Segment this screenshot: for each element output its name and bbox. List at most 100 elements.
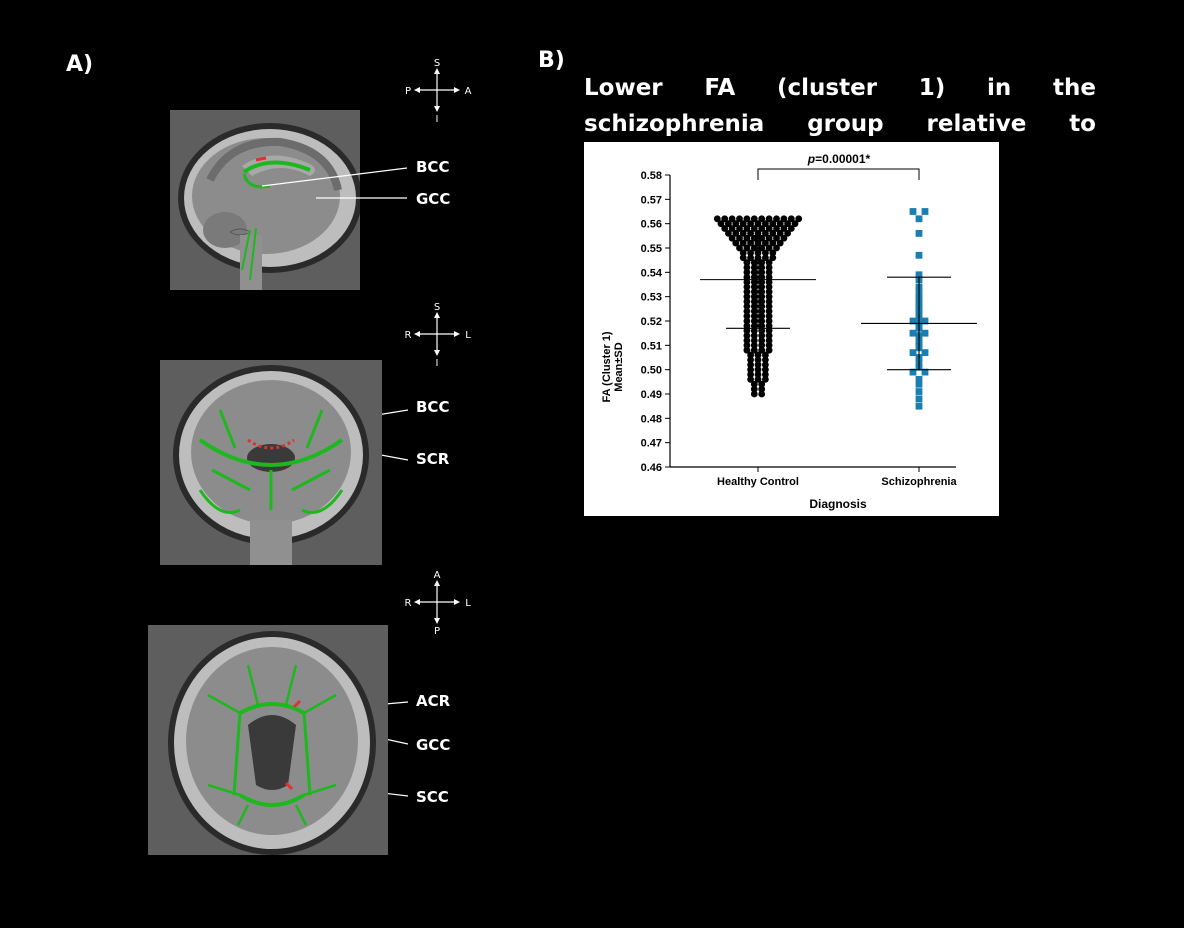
data-point-healthy-control	[758, 259, 766, 266]
data-point-healthy-control	[762, 220, 769, 228]
data-point-healthy-control	[773, 244, 780, 252]
data-point-healthy-control	[754, 220, 762, 228]
data-point-healthy-control	[750, 268, 758, 276]
data-point-healthy-control	[754, 366, 762, 374]
data-point-healthy-control	[739, 230, 747, 237]
data-point-healthy-control	[750, 332, 758, 339]
data-point-healthy-control	[728, 215, 736, 223]
data-point-healthy-control	[743, 225, 751, 232]
data-point-healthy-control	[725, 220, 732, 228]
data-point-healthy-control	[750, 298, 758, 305]
data-point-schizophrenia	[915, 251, 923, 259]
data-point-healthy-control	[743, 288, 751, 296]
data-point-schizophrenia	[921, 329, 929, 337]
data-point-healthy-control	[754, 371, 762, 378]
compass-bottom-label: I	[436, 114, 439, 125]
data-point-healthy-control	[758, 288, 766, 296]
data-point-healthy-control	[750, 327, 758, 335]
data-point-healthy-control	[750, 303, 758, 310]
data-point-healthy-control	[743, 234, 751, 242]
y-tick-label: 0.56	[641, 219, 662, 231]
axial-brain-image	[148, 625, 388, 855]
x-axis-label: Diagnosis	[809, 497, 867, 511]
compass-right-label: L	[465, 330, 471, 341]
data-point-healthy-control	[750, 244, 758, 252]
data-point-healthy-control	[743, 303, 751, 310]
data-point-healthy-control	[750, 307, 758, 315]
data-point-healthy-control	[765, 259, 773, 266]
data-point-healthy-control	[736, 234, 743, 242]
y-tick-label: 0.49	[641, 389, 662, 401]
data-point-healthy-control	[758, 337, 766, 344]
data-point-healthy-control	[743, 268, 751, 276]
data-point-healthy-control	[765, 337, 773, 344]
data-point-healthy-control	[780, 234, 788, 242]
data-point-healthy-control	[750, 264, 758, 271]
data-point-healthy-control	[743, 322, 751, 330]
data-point-healthy-control	[750, 341, 758, 349]
data-point-healthy-control	[758, 303, 766, 310]
data-point-healthy-control	[765, 317, 773, 325]
callout-gcc-sagittal: GCC	[416, 190, 451, 208]
data-point-healthy-control	[743, 332, 751, 339]
data-point-healthy-control	[765, 322, 773, 330]
data-point-healthy-control	[765, 312, 773, 320]
data-point-healthy-control	[750, 385, 758, 393]
data-point-healthy-control	[750, 234, 758, 242]
data-point-healthy-control	[765, 273, 773, 281]
callout-acr-axial: ACR	[416, 692, 451, 710]
data-point-healthy-control	[762, 361, 769, 369]
data-point-healthy-control	[776, 230, 784, 237]
data-point-healthy-control	[758, 317, 766, 325]
data-point-healthy-control	[750, 293, 758, 301]
data-point-healthy-control	[743, 341, 751, 349]
data-point-schizophrenia	[921, 208, 929, 215]
data-point-healthy-control	[776, 220, 784, 228]
y-tick-label: 0.53	[641, 292, 662, 304]
compass-top-label: S	[434, 58, 440, 69]
data-point-healthy-control	[758, 385, 766, 393]
data-point-healthy-control	[762, 249, 769, 257]
data-point-healthy-control	[765, 215, 773, 223]
data-point-healthy-control	[758, 390, 766, 398]
data-point-healthy-control	[769, 220, 777, 228]
callout-scr-coronal: SCR	[416, 450, 450, 468]
y-tick-label: 0.46	[641, 462, 662, 474]
data-point-healthy-control	[769, 230, 777, 237]
y-tick-label: 0.52	[641, 316, 662, 328]
data-point-healthy-control	[750, 390, 758, 398]
data-point-healthy-control	[765, 225, 773, 232]
data-point-healthy-control	[765, 327, 773, 335]
data-point-healthy-control	[765, 278, 773, 286]
data-point-healthy-control	[721, 225, 729, 232]
data-point-healthy-control	[736, 244, 743, 252]
data-point-healthy-control	[743, 298, 751, 305]
panel-a-label: A)	[66, 52, 94, 77]
data-point-healthy-control	[787, 225, 795, 232]
data-point-healthy-control	[743, 215, 751, 223]
data-point-healthy-control	[750, 259, 758, 266]
data-point-schizophrenia	[915, 388, 923, 395]
data-point-schizophrenia	[909, 208, 917, 215]
data-point-healthy-control	[725, 230, 732, 237]
data-point-healthy-control	[787, 215, 795, 223]
data-point-healthy-control	[758, 312, 766, 320]
data-point-healthy-control	[743, 307, 751, 315]
data-point-healthy-control	[732, 239, 740, 247]
data-point-healthy-control	[754, 351, 762, 359]
x-tick-label: Healthy Control	[717, 476, 799, 488]
data-point-healthy-control	[747, 249, 754, 257]
data-point-healthy-control	[765, 264, 773, 271]
data-point-healthy-control	[739, 239, 747, 247]
data-point-healthy-control	[758, 293, 766, 301]
data-point-schizophrenia	[921, 349, 929, 357]
data-point-healthy-control	[750, 215, 758, 223]
data-point-schizophrenia	[921, 368, 929, 376]
data-point-healthy-control	[765, 293, 773, 301]
coronal-brain-image	[160, 360, 382, 565]
data-point-healthy-control	[758, 264, 766, 271]
data-point-healthy-control	[762, 351, 769, 359]
data-point-schizophrenia	[915, 395, 923, 403]
y-tick-label: 0.58	[641, 170, 662, 182]
data-point-schizophrenia	[915, 215, 923, 223]
